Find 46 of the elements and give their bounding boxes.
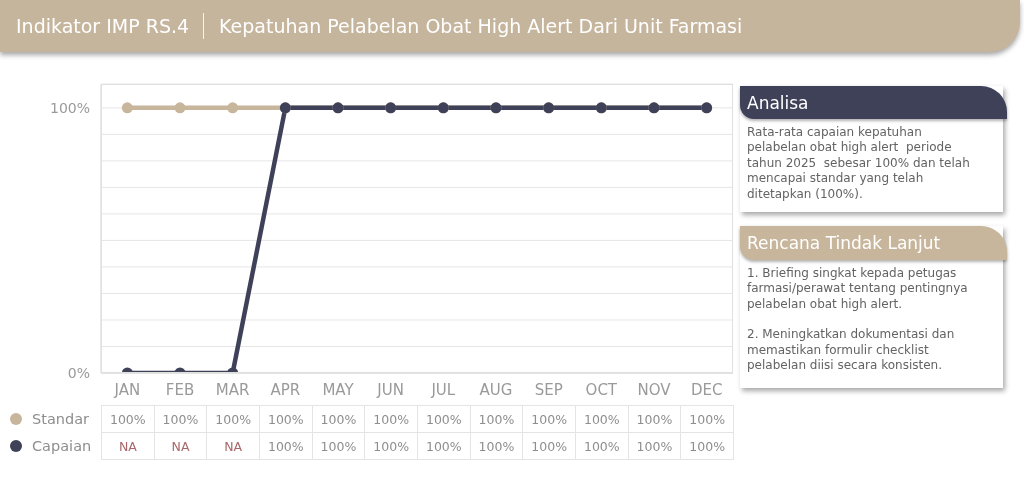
data-label: 100% <box>267 438 304 454</box>
data-label: NA <box>118 438 137 454</box>
x-tick-label: JUL <box>430 381 456 399</box>
data-label: NA <box>224 438 243 454</box>
y-tick-label: 0% <box>67 365 90 381</box>
x-tick-label: JUN <box>376 381 404 399</box>
x-tick-label: SEP <box>534 381 563 399</box>
data-label: 100% <box>425 411 462 427</box>
text: 2. Meningkatkan dokumentasi dan memastikan formulir checklist pelabelan diisi secara konsisten. <box>747 327 956 373</box>
data-label: 100% <box>373 411 410 427</box>
x-tick-label: DEC <box>690 381 723 399</box>
legend-label: Standar <box>32 410 90 427</box>
data-label: 100% <box>109 411 146 427</box>
text: Rata-rata capaian kepatuhan pelabelan obat high alert periode tahun 2025 sebesar 100% dan telah mencapai standar yang telah ditetapkan (100%). <box>747 125 971 201</box>
data-label: 100% <box>478 438 515 454</box>
data-label: 100% <box>425 438 462 454</box>
data-label: NA <box>171 438 190 454</box>
x-tick-label: APR <box>270 381 301 399</box>
chart-title: Indikator IMP RS.4 <box>16 15 190 37</box>
data-label: 100% <box>215 411 252 427</box>
x-tick-label: JAN <box>113 381 141 399</box>
data-label: 100% <box>478 411 515 427</box>
x-tick-label: MAY <box>322 381 355 399</box>
x-tick-label: NOV <box>637 381 672 399</box>
data-label: 100% <box>636 438 673 454</box>
data-label: 100% <box>583 438 620 454</box>
data-label: 100% <box>583 411 620 427</box>
text: Analisa <box>747 92 809 113</box>
data-label: 100% <box>373 438 410 454</box>
x-tick-label: MAR <box>215 381 250 399</box>
data-label: 100% <box>320 438 357 454</box>
data-label: 100% <box>636 411 673 427</box>
data-label: 100% <box>267 411 304 427</box>
data-label: 100% <box>689 411 726 427</box>
data-label: 100% <box>320 411 357 427</box>
text: Rencana Tindak Lanjut <box>747 233 941 253</box>
data-label: 100% <box>162 411 199 427</box>
legend-label: Capaian <box>32 437 92 454</box>
x-tick-label: AUG <box>479 381 513 399</box>
data-label: 100% <box>531 411 568 427</box>
x-tick-label: FEB <box>165 381 195 399</box>
chart-subtitle: Kepatuhan Pelabelan Obat High Alert Dari Unit Farmasi <box>219 15 743 37</box>
data-label: 100% <box>689 438 726 454</box>
data-label: 100% <box>531 438 568 454</box>
x-tick-label: OCT <box>585 381 618 399</box>
text: 1. Briefing singkat kepada petugas farmasi/perawat tentang pentingnya pelabelan obat high alert. <box>747 266 969 311</box>
